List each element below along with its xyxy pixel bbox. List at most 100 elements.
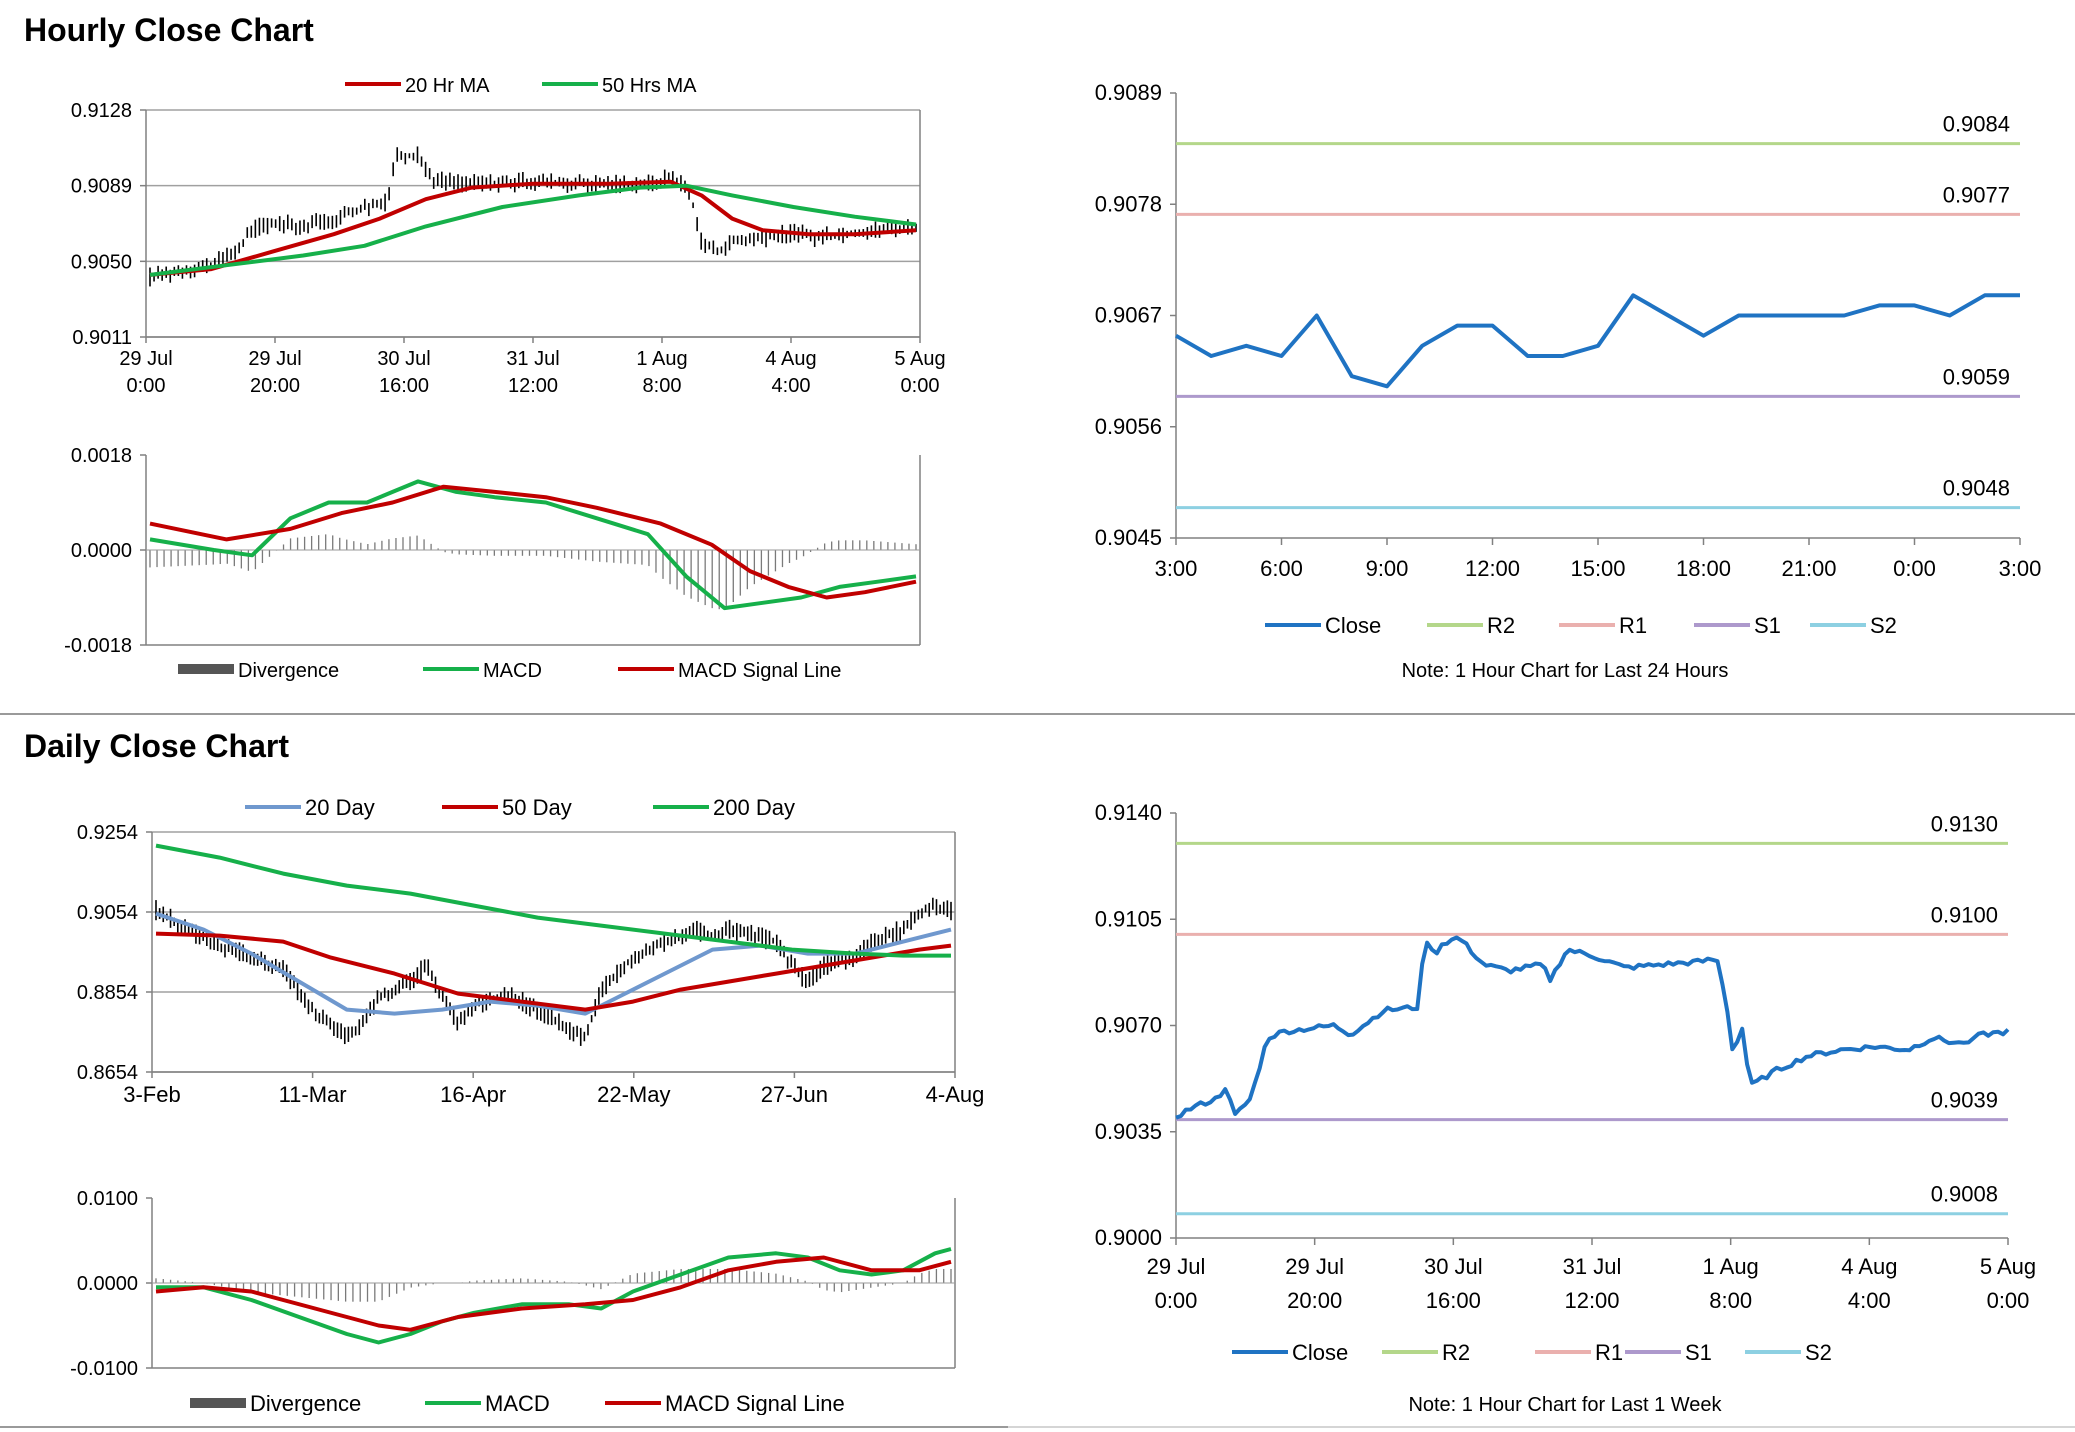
chart-note: Note: 1 Hour Chart for Last 24 Hours: [1402, 660, 1729, 682]
x-tick-label: 29 Jul: [119, 348, 172, 370]
series-line-200-day: [155, 843, 951, 958]
x-tick-label: 20:00: [1287, 1288, 1342, 1313]
series-line-macd-signal-line: [149, 484, 917, 600]
legend-label: S1: [1754, 613, 1781, 638]
x-tick-label: 12:00: [508, 375, 558, 395]
legend-label: 20 Hr MA: [405, 75, 490, 97]
legend-label: 50 Hrs MA: [602, 75, 697, 97]
series-line-macd: [149, 479, 917, 611]
x-tick-label: 22-May: [597, 1082, 670, 1107]
x-tick-label: 11-Mar: [279, 1082, 347, 1107]
x-tick-label: 12:00: [1465, 556, 1520, 581]
y-tick-label: 0.9067: [1095, 303, 1162, 328]
x-tick-label: 18:00: [1676, 556, 1731, 581]
x-tick-label: 30 Jul: [1424, 1254, 1483, 1279]
x-tick-label: 6:00: [1260, 556, 1303, 581]
y-tick-label: 0.9056: [1095, 414, 1162, 439]
level-label-r2: 0.9130: [1931, 811, 1998, 836]
x-tick-label: 31 Jul: [1563, 1254, 1622, 1279]
level-label-r1: 0.9100: [1931, 902, 1998, 927]
x-tick-label: 29 Jul: [1285, 1254, 1344, 1279]
x-tick-label: 8:00: [643, 375, 682, 395]
legend-label: MACD Signal Line: [665, 1391, 845, 1415]
x-tick-label: 8:00: [1709, 1288, 1752, 1313]
x-tick-label: 0:00: [1893, 556, 1936, 581]
level-label-s2: 0.9008: [1931, 1182, 1998, 1207]
legend-label: MACD Signal Line: [678, 660, 841, 682]
x-tick-label: 3:00: [1999, 556, 2042, 581]
legend-label: R2: [1487, 613, 1515, 638]
legend-label: R1: [1619, 613, 1647, 638]
x-tick-label: 4-Aug: [926, 1082, 985, 1107]
y-tick-label: 0.9045: [1095, 525, 1162, 550]
daily-macd-chart: 0.0100 0.0000 -0.0100 Divergence MACD MACD Si…: [70, 1188, 956, 1415]
y-tick-label: 0.9140: [1095, 800, 1162, 825]
daily-support-resistance-chart: 0.9140 0.9105 0.9070 0.9035 0.9000 0.9130 0.91…: [1095, 800, 2036, 1416]
section-divider: [0, 713, 2075, 715]
series-line-macd: [156, 1247, 952, 1345]
series-line-macd-signal-line: [155, 1255, 952, 1332]
legend-label: R2: [1442, 1340, 1470, 1365]
x-tick-label: 29 Jul: [248, 348, 301, 370]
hourly-support-resistance-chart: 0.9089 0.9078 0.9067 0.9056 0.9045 0.9084 0.90…: [1095, 80, 2042, 682]
x-tick-label: 0:00: [1987, 1288, 2030, 1313]
series-line-20-hr-ma: [149, 179, 917, 277]
y-tick-label: 0.8854: [77, 982, 138, 1004]
level-label-r1: 0.9077: [1943, 182, 2010, 207]
y-tick-label: 0.9089: [1095, 80, 1162, 105]
y-tick-label: -0.0100: [70, 1358, 138, 1380]
x-tick-label: 31 Jul: [506, 348, 559, 370]
x-tick-label: 29 Jul: [1147, 1254, 1206, 1279]
y-tick-label: 0.9105: [1095, 906, 1162, 931]
x-tick-label: 4:00: [772, 375, 811, 395]
y-tick-label: 0.9050: [71, 251, 132, 273]
y-tick-label: 0.8654: [77, 1062, 138, 1084]
x-tick-label: 30 Jul: [377, 348, 430, 370]
daily-price-chart: 0.9254 0.9054 0.8854 0.8654 20 Day 50 Day 200 …: [77, 795, 985, 1107]
x-tick-label: 4 Aug: [765, 348, 816, 370]
x-tick-label: 4:00: [1848, 1288, 1891, 1313]
x-tick-label: 0:00: [1155, 1288, 1198, 1313]
level-label-r2: 0.9084: [1943, 112, 2010, 137]
hourly-section-title: Hourly Close Chart: [24, 12, 314, 48]
x-tick-label: 12:00: [1564, 1288, 1619, 1313]
legend-label: Close: [1325, 613, 1381, 638]
close-line: [1175, 935, 2010, 1120]
y-tick-label: 0.0000: [77, 1273, 138, 1295]
series-line-50-hrs-ma: [149, 183, 917, 277]
series-line-50-day: [155, 931, 952, 1012]
x-tick-label: 16:00: [379, 375, 429, 395]
x-tick-label: 27-Jun: [761, 1082, 828, 1107]
x-tick-label: 16:00: [1426, 1288, 1481, 1313]
y-tick-label: 0.9000: [1095, 1225, 1162, 1250]
x-tick-label: 21:00: [1781, 556, 1836, 581]
daily-section-title: Daily Close Chart: [24, 728, 289, 764]
hourly-macd-chart: 0.0018 0.0000 -0.0018 Divergence MACD MACD Si…: [64, 445, 921, 682]
legend-label: R1: [1595, 1340, 1623, 1365]
x-tick-label: 5 Aug: [894, 348, 945, 370]
legend-swatch-divergence: [178, 664, 234, 674]
legend-label: MACD: [485, 1391, 550, 1415]
level-label-s1: 0.9039: [1931, 1088, 1998, 1113]
x-tick-label: 1 Aug: [1703, 1254, 1759, 1279]
legend-label: S1: [1685, 1340, 1712, 1365]
series-line-20-day: [155, 911, 952, 1016]
legend-label: 50 Day: [502, 795, 572, 820]
y-tick-label: 0.9011: [72, 327, 132, 349]
x-tick-label: 3:00: [1155, 556, 1198, 581]
chart-note: Note: 1 Hour Chart for Last 1 Week: [1408, 1394, 1722, 1416]
y-tick-label: 0.9035: [1095, 1119, 1162, 1144]
y-tick-label: 0.9254: [77, 822, 138, 844]
x-tick-label: 15:00: [1570, 556, 1625, 581]
legend-label: MACD: [483, 660, 542, 682]
y-tick-label: 0.0100: [77, 1188, 138, 1210]
bottom-divider: [0, 1426, 1008, 1428]
y-tick-label: -0.0018: [64, 635, 132, 657]
close-line: [1175, 293, 2020, 389]
level-label-s2: 0.9048: [1943, 476, 2010, 501]
legend-label: Divergence: [250, 1391, 361, 1415]
x-tick-label: 5 Aug: [1980, 1254, 2036, 1279]
legend-label: Close: [1292, 1340, 1348, 1365]
legend-label: 20 Day: [305, 795, 375, 820]
y-tick-label: 0.0018: [71, 445, 132, 467]
